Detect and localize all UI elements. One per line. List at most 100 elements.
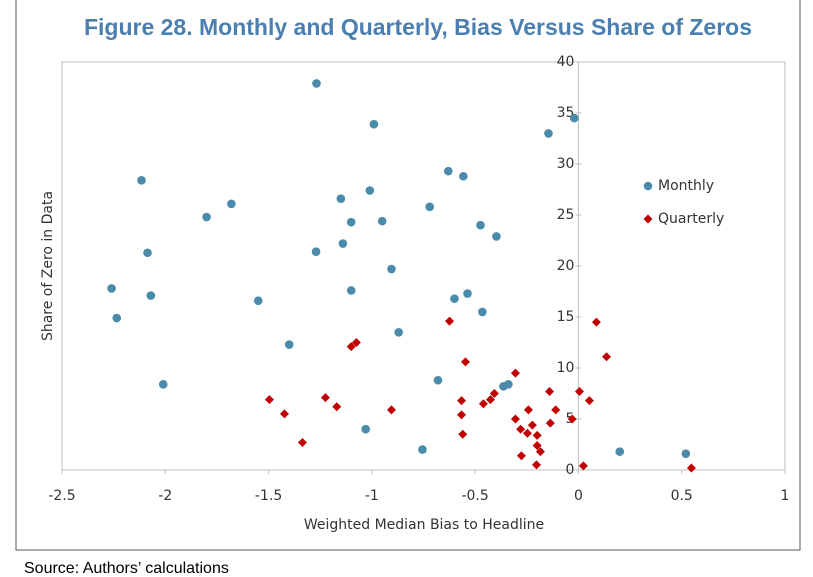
point [463, 289, 472, 298]
point [346, 217, 356, 227]
legend-label: Monthly [658, 178, 714, 194]
point [143, 248, 152, 258]
point [551, 405, 561, 415]
x-tick-label: -0.5 [461, 488, 488, 504]
point [336, 194, 346, 203]
point [492, 232, 501, 241]
point [532, 441, 542, 451]
point [338, 239, 348, 248]
y-tick-label: 15 [557, 309, 575, 325]
x-axis-label: Weighted Median Bias to Headline [304, 517, 544, 533]
point [567, 414, 577, 424]
point [510, 368, 520, 378]
point [450, 294, 459, 303]
y-axis-label: Share of Zero in Data [40, 191, 56, 341]
plot-area [61, 61, 786, 471]
point [284, 340, 294, 349]
point [545, 418, 555, 428]
point [279, 409, 289, 419]
point [569, 113, 579, 123]
point [489, 389, 499, 398]
point [574, 386, 584, 396]
point [522, 428, 532, 438]
point [264, 395, 274, 405]
point [311, 247, 321, 257]
y-tick-label: 25 [557, 207, 575, 223]
point [253, 296, 263, 305]
point [681, 449, 691, 458]
source: Source: Authors’ calculations [24, 560, 229, 577]
x-tick-label: -1 [365, 488, 379, 504]
x-tick-label: -2.5 [48, 488, 75, 504]
point [227, 199, 236, 209]
point [312, 79, 321, 88]
point [615, 447, 625, 456]
point [146, 291, 156, 300]
point [369, 119, 379, 129]
legend-label: Quarterly [658, 211, 724, 227]
point [202, 212, 211, 222]
point [458, 429, 468, 439]
point [478, 399, 488, 409]
point [602, 352, 612, 362]
point [510, 414, 520, 424]
point [377, 216, 387, 226]
point [158, 380, 168, 389]
point [516, 424, 526, 434]
y-tick-label: 40 [557, 54, 575, 70]
frame [15, 0, 801, 551]
point [686, 463, 696, 473]
point [485, 395, 495, 405]
x-tick-label: 0.5 [671, 488, 693, 504]
x-tick-label: 0 [574, 488, 583, 504]
chart-title: Figure 28. Monthly and Quarterly, Bias V… [84, 14, 752, 40]
point [459, 171, 468, 181]
point [535, 447, 545, 457]
point [544, 129, 553, 138]
point [332, 402, 342, 412]
point [523, 405, 533, 415]
point [346, 342, 356, 352]
point [386, 405, 396, 415]
point [532, 430, 542, 440]
legend-marker [643, 181, 653, 191]
point [457, 396, 467, 406]
point [545, 386, 555, 396]
point [445, 316, 455, 326]
point [527, 420, 537, 430]
point [137, 176, 146, 185]
point [365, 186, 375, 195]
point [361, 424, 370, 434]
point [425, 202, 434, 212]
point [478, 307, 487, 317]
y-tick-label: 20 [557, 258, 575, 274]
point [297, 437, 307, 447]
y-tick-label: 10 [557, 360, 575, 376]
point [351, 338, 361, 347]
point [457, 410, 467, 420]
point [516, 451, 526, 461]
point [394, 328, 404, 337]
x-tick-label: 1 [781, 488, 790, 504]
x-tick-label: -1.5 [255, 488, 282, 504]
point [476, 220, 485, 230]
y-tick-label: 0 [566, 462, 575, 478]
point [443, 166, 453, 176]
point [460, 357, 470, 367]
point [591, 317, 601, 327]
point [584, 396, 594, 406]
point [320, 393, 330, 403]
point [433, 375, 443, 385]
point [346, 286, 356, 295]
x-tick-label: -2 [158, 488, 172, 504]
point [107, 284, 116, 293]
y-tick-label: 30 [557, 156, 575, 172]
point [418, 445, 427, 454]
point [387, 264, 396, 274]
point [531, 460, 541, 470]
point [504, 380, 513, 389]
point [578, 461, 588, 471]
y-tick-label: 35 [557, 105, 575, 121]
point [112, 313, 122, 323]
